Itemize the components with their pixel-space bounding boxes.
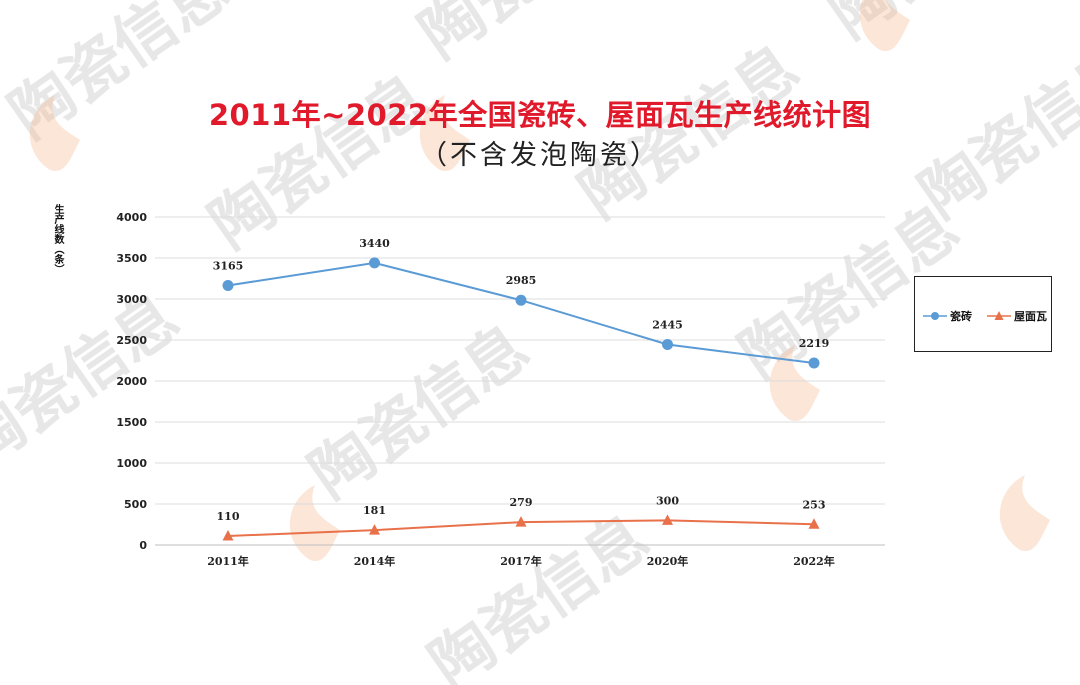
- x-tick-label: 2014年: [354, 554, 396, 568]
- data-point: [222, 279, 234, 291]
- data-point: [662, 339, 673, 351]
- data-point: [222, 529, 234, 541]
- y-tick-label: 4000: [116, 211, 147, 224]
- data-point: [369, 257, 380, 269]
- y-tick-label: 3500: [116, 252, 147, 265]
- x-tick-label: 2011年: [207, 554, 249, 568]
- x-tick-label: 2020年: [647, 554, 689, 568]
- y-axis-label: 生产线数（条）: [52, 204, 63, 274]
- data-label: 3440: [359, 237, 390, 250]
- chart-subtitle: （不含发泡陶瓷）: [420, 140, 660, 171]
- chart-title: 2011年~2022年全国瓷砖、屋面瓦生产线统计图: [208, 98, 872, 132]
- y-tick-label: 0: [139, 539, 147, 552]
- data-label: 300: [656, 494, 679, 507]
- legend-item-tiles: 瓷砖: [923, 308, 972, 324]
- legend-marker-triangle-icon: [987, 311, 1011, 320]
- data-label: 2985: [506, 274, 537, 287]
- data-point: [662, 514, 673, 525]
- legend-label-roof-tiles: 屋面瓦: [1014, 310, 1047, 323]
- x-tick-label: 2017年: [500, 554, 542, 568]
- x-tick-label: 2022年: [793, 554, 835, 568]
- data-label: 110: [217, 510, 240, 523]
- legend-marker-circle-icon: [923, 312, 947, 320]
- data-label: 3165: [213, 259, 244, 272]
- y-tick-label: 2000: [116, 375, 147, 388]
- data-point: [808, 357, 820, 369]
- data-point: [369, 524, 380, 535]
- legend: 瓷砖 屋面瓦: [914, 276, 1052, 352]
- data-label: 279: [510, 496, 533, 509]
- legend-item-roof-tiles: 屋面瓦: [987, 308, 1047, 324]
- data-label: 253: [803, 498, 826, 511]
- y-tick-label: 2500: [116, 334, 147, 347]
- data-point: [515, 516, 527, 527]
- data-label: 2445: [652, 319, 683, 332]
- data-point: [808, 518, 820, 529]
- data-point: [515, 294, 527, 306]
- data-label: 181: [363, 504, 386, 517]
- data-label: 2219: [799, 337, 830, 350]
- y-tick-label: 3000: [116, 293, 147, 306]
- y-tick-label: 500: [124, 498, 147, 511]
- y-tick-label: 1500: [116, 416, 147, 429]
- y-tick-label: 1000: [116, 457, 147, 470]
- legend-label-tiles: 瓷砖: [950, 310, 972, 323]
